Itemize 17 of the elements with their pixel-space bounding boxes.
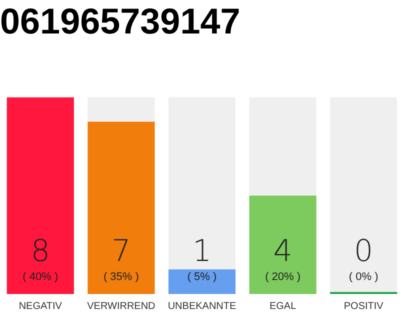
annotation: ( 35% ): [103, 271, 139, 283]
data-label: 8: [30, 234, 50, 269]
data-label: 1: [192, 234, 212, 269]
x-tick-label: POSITIV: [344, 300, 384, 312]
x-tick-label: EGAL: [269, 300, 297, 312]
x-tick-label: UNBEKANNTE: [168, 300, 236, 312]
annotation: ( 40% ): [22, 271, 58, 283]
x-tick-label: VERWIRREND: [87, 300, 156, 312]
data-label: 7: [112, 234, 131, 269]
chart-title: 061965739147: [0, 0, 240, 42]
data-label: 0: [354, 234, 374, 269]
annotation: ( 0% ): [348, 271, 378, 283]
annotation: ( 5% ): [187, 271, 217, 283]
data-label: 4: [273, 234, 292, 269]
annotation: ( 20% ): [265, 271, 301, 283]
x-tick-label: NEGATIV: [18, 300, 62, 312]
bar: [168, 269, 236, 294]
